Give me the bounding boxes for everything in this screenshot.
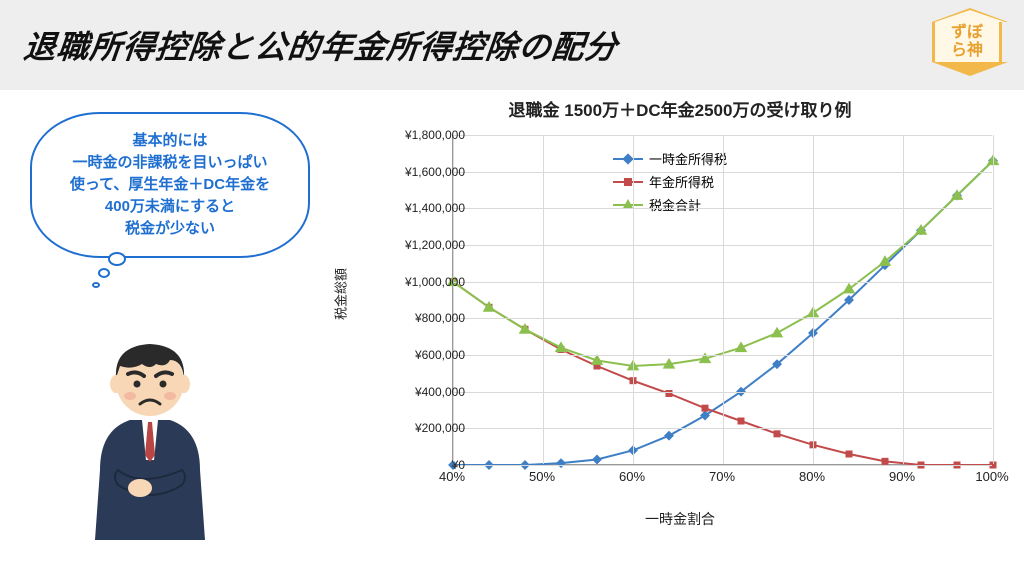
- plot-area: 一時金所得税年金所得税税金合計: [452, 135, 992, 465]
- y-axis-label: 税金総額: [331, 268, 350, 320]
- x-tick-label: 60%: [619, 469, 645, 484]
- header-bar: 退職所得控除と公的年金所得控除の配分 ずぼ ら神: [0, 0, 1024, 90]
- series-marker: [738, 418, 745, 425]
- series-marker: [771, 327, 784, 338]
- bubble-tail-icon: [90, 252, 136, 298]
- chart-caption: 退職金 1500万＋DC年金2500万の受け取り例: [350, 96, 1010, 121]
- series-marker: [519, 323, 532, 334]
- chart-wrap: 退職金 1500万＋DC年金2500万の受け取り例 税金総額 一時金所得税年金所…: [350, 96, 1010, 556]
- thinking-man-illustration: [70, 320, 230, 540]
- speech-bubble: 基本的には 一時金の非課税を目いっぱい 使って、厚生年金＋DC年金を 400万未…: [30, 112, 310, 258]
- legend-label: 税金合計: [649, 195, 701, 214]
- y-tick-label: ¥1,400,000: [385, 201, 465, 215]
- brand-badge-text: ずぼ ら神: [951, 24, 983, 60]
- gridline-v: [813, 135, 814, 464]
- series-marker: [664, 431, 674, 441]
- x-axis-label: 一時金割合: [350, 509, 1010, 529]
- legend-label: 年金所得税: [649, 172, 714, 191]
- series-marker: [592, 455, 602, 465]
- brand-badge: ずぼ ら神: [930, 12, 1004, 72]
- series-marker: [846, 451, 853, 458]
- gridline-v: [453, 135, 454, 464]
- y-tick-label: ¥1,800,000: [385, 128, 465, 142]
- legend-row: 一時金所得税: [613, 149, 727, 168]
- x-tick-label: 90%: [889, 469, 915, 484]
- x-tick-label: 40%: [439, 469, 465, 484]
- series-marker: [483, 301, 496, 312]
- series-marker: [843, 283, 856, 294]
- y-tick-label: ¥1,000,000: [385, 275, 465, 289]
- legend-row: 年金所得税: [613, 172, 727, 191]
- page-title: 退職所得控除と公的年金所得控除の配分: [22, 22, 621, 68]
- speech-bubble-text: 基本的には 一時金の非課税を目いっぱい 使って、厚生年金＋DC年金を 400万未…: [46, 130, 294, 240]
- legend-label: 一時金所得税: [649, 149, 727, 168]
- speech-bubble-wrap: 基本的には 一時金の非課税を目いっぱい 使って、厚生年金＋DC年金を 400万未…: [30, 112, 310, 258]
- series-marker: [556, 458, 566, 468]
- x-tick-label: 70%: [709, 469, 735, 484]
- gridline-v: [993, 135, 994, 464]
- gridline-h: [453, 465, 992, 466]
- gridline-v: [633, 135, 634, 464]
- y-tick-label: ¥800,000: [385, 311, 465, 325]
- x-tick-label: 50%: [529, 469, 555, 484]
- chart: 税金総額 一時金所得税年金所得税税金合計 一時金割合 ¥0¥200,000¥40…: [350, 125, 1010, 515]
- content-area: 基本的には 一時金の非課税を目いっぱい 使って、厚生年金＋DC年金を 400万未…: [0, 90, 1024, 576]
- series-marker: [774, 430, 781, 437]
- x-tick-label: 80%: [799, 469, 825, 484]
- legend-row: 税金合計: [613, 195, 727, 214]
- gridline-v: [723, 135, 724, 464]
- y-tick-label: ¥200,000: [385, 421, 465, 435]
- gridline-v: [903, 135, 904, 464]
- y-tick-label: ¥600,000: [385, 348, 465, 362]
- series-marker: [882, 458, 889, 465]
- gridline-v: [543, 135, 544, 464]
- x-tick-label: 100%: [975, 469, 1008, 484]
- series-marker: [702, 405, 709, 412]
- y-tick-label: ¥1,600,000: [385, 165, 465, 179]
- y-tick-label: ¥400,000: [385, 385, 465, 399]
- y-tick-label: ¥1,200,000: [385, 238, 465, 252]
